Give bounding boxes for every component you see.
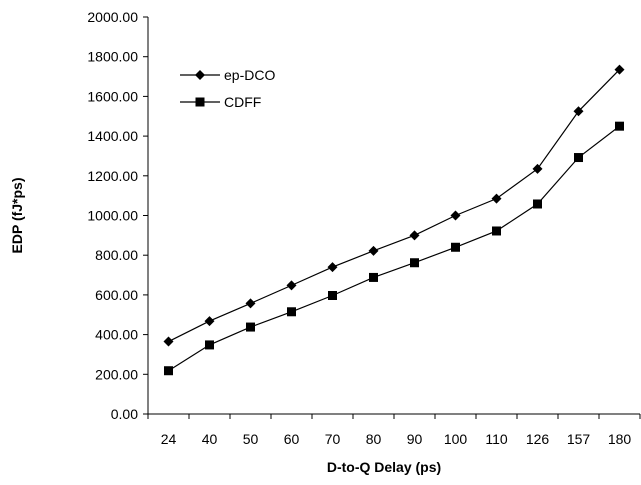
square-marker bbox=[164, 366, 173, 376]
y-tick-label: 1800.00 bbox=[87, 49, 138, 65]
series-lines bbox=[163, 64, 625, 376]
legend-label: CDFF bbox=[224, 94, 261, 110]
x-tick-label: 70 bbox=[325, 431, 341, 447]
diamond-marker bbox=[204, 316, 215, 327]
y-tick-label: 1000.00 bbox=[87, 208, 138, 224]
x-axis-title: D-to-Q Delay (ps) bbox=[327, 459, 441, 475]
x-tick-label: 90 bbox=[407, 431, 423, 447]
diamond-marker bbox=[286, 280, 297, 291]
x-axis: 24 40 50 60 70 80 90 100 110 126 157 180 bbox=[147, 413, 641, 447]
y-tick-label: 1400.00 bbox=[87, 128, 138, 144]
x-tick-label: 80 bbox=[366, 431, 382, 447]
x-tick-label: 100 bbox=[444, 431, 468, 447]
square-marker bbox=[410, 258, 419, 268]
y-tick-label: 1600.00 bbox=[87, 88, 138, 104]
y-tick-label: 1200.00 bbox=[87, 168, 138, 184]
y-axis-title: EDP (fJ*ps) bbox=[9, 178, 25, 254]
diamond-marker bbox=[614, 64, 625, 75]
series-line bbox=[168, 69, 620, 343]
y-tick-label: 200.00 bbox=[95, 366, 138, 382]
series-line bbox=[168, 125, 620, 372]
square-marker bbox=[205, 340, 214, 350]
x-tick-label: 110 bbox=[485, 431, 508, 447]
square-marker bbox=[451, 242, 460, 252]
square-marker bbox=[492, 226, 501, 236]
legend-marker bbox=[195, 70, 205, 80]
y-tick-label: 0.00 bbox=[111, 406, 138, 422]
diamond-marker bbox=[245, 298, 256, 309]
series-0 bbox=[163, 64, 625, 347]
x-tick-label: 50 bbox=[243, 431, 259, 447]
square-marker bbox=[615, 121, 624, 131]
diamond-marker bbox=[532, 163, 543, 174]
legend-item: CDFF bbox=[180, 94, 261, 110]
diamond-marker bbox=[368, 245, 379, 256]
legend: ep-DCO CDFF bbox=[180, 67, 275, 110]
x-tick-label: 40 bbox=[202, 431, 218, 447]
diamond-marker bbox=[491, 193, 502, 204]
x-tick-label: 180 bbox=[608, 431, 632, 447]
y-tick-label: 2000.00 bbox=[87, 9, 138, 25]
square-marker bbox=[246, 322, 255, 332]
square-marker bbox=[533, 199, 542, 209]
y-tick-label: 600.00 bbox=[95, 287, 138, 303]
y-tick-label: 400.00 bbox=[95, 327, 138, 343]
square-marker bbox=[287, 307, 296, 317]
diamond-marker bbox=[163, 336, 174, 347]
legend-item: ep-DCO bbox=[180, 67, 275, 83]
y-tick-label: 800.00 bbox=[95, 247, 138, 263]
y-axis: 0.00 200.00 400.00 600.00 800.00 1000.00 1200.… bbox=[87, 9, 149, 422]
legend-marker bbox=[195, 97, 205, 107]
square-marker bbox=[369, 272, 378, 282]
square-marker bbox=[574, 153, 583, 163]
x-tick-label: 126 bbox=[526, 431, 550, 447]
x-tick-label: 24 bbox=[161, 431, 177, 447]
square-marker bbox=[328, 290, 337, 300]
diamond-marker bbox=[573, 106, 584, 117]
legend-label: ep-DCO bbox=[224, 67, 275, 83]
diamond-marker bbox=[450, 210, 461, 221]
diamond-marker bbox=[327, 262, 338, 273]
series-1 bbox=[164, 121, 624, 376]
diamond-marker bbox=[409, 230, 420, 241]
x-tick-label: 157 bbox=[567, 431, 591, 447]
x-tick-label: 60 bbox=[284, 431, 300, 447]
